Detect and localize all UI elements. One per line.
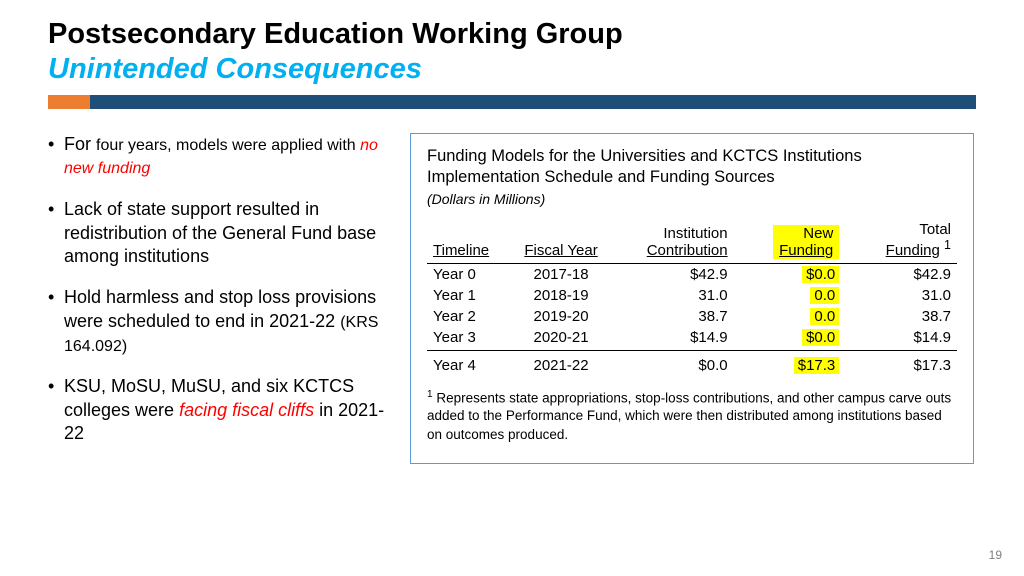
table-header-row: Timeline Fiscal Year InstitutionContribu… xyxy=(427,219,957,264)
table-row: Year 02017-18$42.9$0.0$42.9 xyxy=(427,263,957,285)
bullet-1: For four years, models were applied with… xyxy=(48,133,388,181)
cell-inst: 38.7 xyxy=(612,306,734,327)
bullet-2: Lack of state support resulted in redist… xyxy=(48,198,388,268)
bullet-1-text-b: four years, models were applied with xyxy=(96,137,360,154)
cell-fy: 2019-20 xyxy=(510,306,612,327)
bullet-1-text-a: For xyxy=(64,134,96,154)
cell-fy: 2017-18 xyxy=(510,263,612,285)
cell-total: 31.0 xyxy=(845,285,957,306)
cell-new: $0.0 xyxy=(734,263,846,285)
divider-blue xyxy=(90,95,976,109)
slide-title-sub: Unintended Consequences xyxy=(48,53,976,86)
cell-timeline: Year 3 xyxy=(427,327,510,351)
divider-bar xyxy=(48,95,976,109)
col-total-funding: TotalFunding 1 xyxy=(845,219,957,264)
footnote-text: Represents state appropriations, stop-lo… xyxy=(427,390,951,441)
cell-fy: 2018-19 xyxy=(510,285,612,306)
col-fiscal-year: Fiscal Year xyxy=(510,219,612,264)
cell-inst: $42.9 xyxy=(612,263,734,285)
cell-timeline: Year 1 xyxy=(427,285,510,306)
cell-timeline: Year 0 xyxy=(427,263,510,285)
cell-fy: 2021-22 xyxy=(510,350,612,376)
panel-footnote: 1 Represents state appropriations, stop-… xyxy=(427,388,957,444)
divider-orange xyxy=(48,95,90,109)
table-row: Year 22019-2038.70.038.7 xyxy=(427,306,957,327)
cell-total: $14.9 xyxy=(845,327,957,351)
cell-inst: 31.0 xyxy=(612,285,734,306)
cell-total: 38.7 xyxy=(845,306,957,327)
slide-title-main: Postsecondary Education Working Group xyxy=(48,18,976,51)
table-row: Year 12018-1931.00.031.0 xyxy=(427,285,957,306)
bullet-3: Hold harmless and stop loss provisions w… xyxy=(48,286,388,357)
bullet-list: For four years, models were applied with… xyxy=(48,133,388,464)
cell-new: 0.0 xyxy=(734,306,846,327)
cell-new: $0.0 xyxy=(734,327,846,351)
cell-timeline: Year 2 xyxy=(427,306,510,327)
cell-total: $17.3 xyxy=(845,350,957,376)
col-new-funding: NewFunding xyxy=(734,219,846,264)
col-timeline: Timeline xyxy=(427,219,510,264)
page-number: 19 xyxy=(989,548,1002,562)
panel-note: (Dollars in Millions) xyxy=(427,191,957,207)
col-institution-contribution: InstitutionContribution xyxy=(612,219,734,264)
cell-inst: $14.9 xyxy=(612,327,734,351)
cell-new: 0.0 xyxy=(734,285,846,306)
table-row: Year 32020-21$14.9$0.0$14.9 xyxy=(427,327,957,351)
bullet-3-text: Hold harmless and stop loss provisions w… xyxy=(64,287,376,330)
funding-panel: Funding Models for the Universities and … xyxy=(410,133,974,464)
cell-timeline: Year 4 xyxy=(427,350,510,376)
panel-title-l1: Funding Models for the Universities and … xyxy=(427,146,957,167)
table-row-separator: Year 4 2021-22 $0.0 $17.3 $17.3 xyxy=(427,350,957,376)
cell-new: $17.3 xyxy=(734,350,846,376)
bullet-4: KSU, MoSU, MuSU, and six KCTCS colleges … xyxy=(48,375,388,445)
cell-fy: 2020-21 xyxy=(510,327,612,351)
cell-total: $42.9 xyxy=(845,263,957,285)
funding-table: Timeline Fiscal Year InstitutionContribu… xyxy=(427,219,957,376)
cell-inst: $0.0 xyxy=(612,350,734,376)
bullet-4-emphasis: facing fiscal cliffs xyxy=(179,400,314,420)
panel-title-l2: Implementation Schedule and Funding Sour… xyxy=(427,167,957,188)
